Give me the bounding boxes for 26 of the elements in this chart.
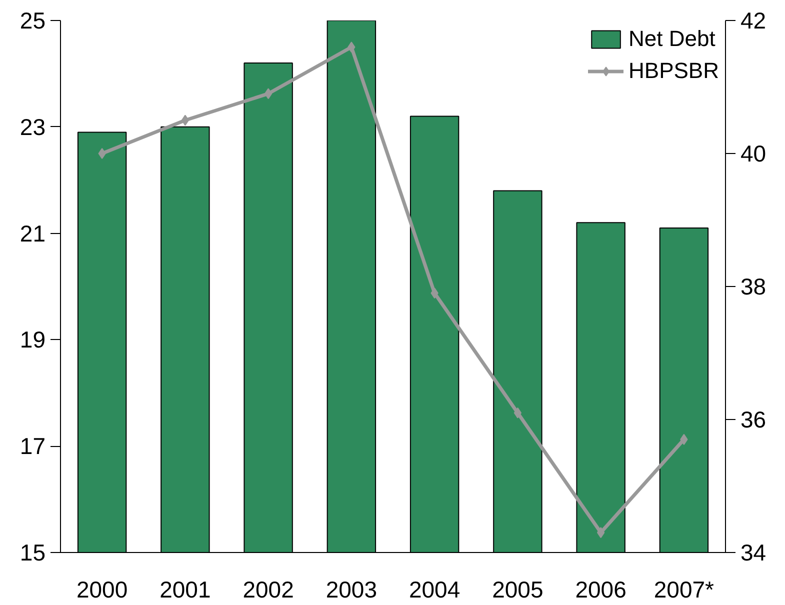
- y-tick-label: 23: [20, 114, 46, 140]
- point: [596, 527, 605, 538]
- legend-label: HBPSBR: [628, 58, 719, 84]
- y2-tick-label: 38: [740, 274, 766, 300]
- x-tick-label: 2003: [326, 576, 378, 602]
- y-tick-label: 19: [20, 326, 46, 353]
- y-tick-label: 15: [20, 540, 46, 566]
- y-tick-label: 17: [20, 433, 46, 460]
- point: [264, 88, 272, 100]
- y-tick-label: 21: [20, 220, 46, 246]
- x-tick-label: 2001: [160, 576, 211, 602]
- y2-tick-label: 40: [740, 140, 766, 166]
- y2-tick-label: 36: [740, 406, 766, 432]
- point: [181, 114, 190, 126]
- point: [98, 148, 106, 159]
- y2-tick-label: 34: [740, 540, 766, 566]
- x-tick-label: 2005: [492, 576, 544, 602]
- point: [514, 407, 522, 418]
- x-tick-label: 2002: [242, 576, 294, 602]
- legend-label: Net Debt: [628, 26, 716, 52]
- x-tick-label: 2000: [76, 576, 128, 602]
- x-tick-label: 2007*: [654, 576, 714, 602]
- x-tick-label: 2004: [408, 576, 460, 602]
- x-tick-label: 2006: [575, 576, 626, 602]
- y-tick-label: 25: [20, 8, 46, 34]
- y2-tick-label: 42: [740, 8, 766, 34]
